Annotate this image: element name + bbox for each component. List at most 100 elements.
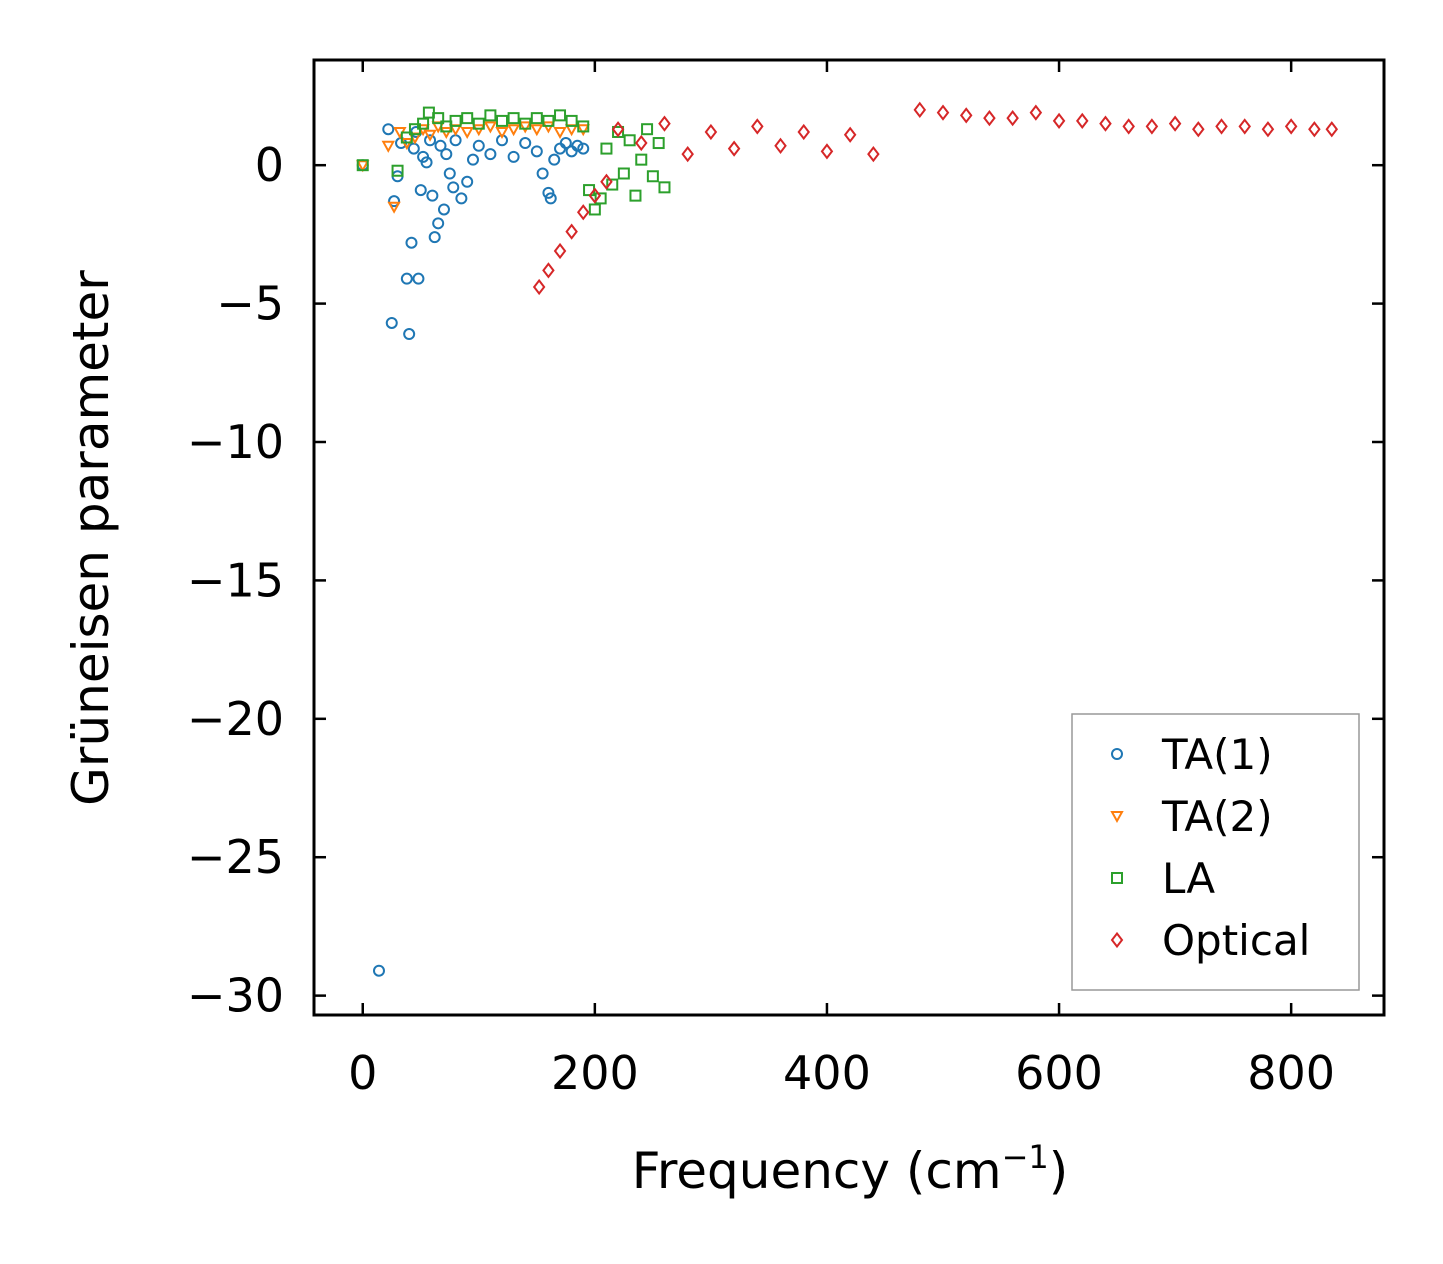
data-point bbox=[519, 137, 532, 150]
data-point bbox=[405, 236, 418, 249]
data-point bbox=[820, 143, 834, 160]
data-point bbox=[495, 126, 509, 140]
data-point bbox=[532, 278, 546, 296]
legend-label: TA(2) bbox=[1161, 792, 1273, 841]
data-point bbox=[356, 159, 369, 172]
data-point bbox=[641, 123, 654, 136]
data-point bbox=[1122, 118, 1135, 135]
x-tick-label: 400 bbox=[783, 1046, 871, 1100]
data-point bbox=[600, 142, 613, 155]
legend-label: LA bbox=[1162, 854, 1215, 903]
data-point bbox=[542, 114, 555, 127]
data-point bbox=[461, 112, 474, 125]
data-point bbox=[391, 164, 404, 177]
x-axis-label: Frequency (cm−1) bbox=[632, 1138, 1069, 1200]
data-point bbox=[623, 134, 636, 147]
data-point bbox=[541, 121, 556, 134]
data-point bbox=[576, 124, 590, 137]
data-point bbox=[420, 156, 433, 169]
data-point bbox=[1308, 121, 1321, 138]
data-point bbox=[434, 139, 447, 152]
data-point bbox=[1006, 109, 1019, 127]
data-marks bbox=[356, 101, 1339, 977]
data-point bbox=[414, 184, 427, 197]
data-point bbox=[652, 137, 665, 150]
data-point bbox=[428, 231, 441, 244]
data-point bbox=[565, 114, 578, 127]
y-tick-label: −5 bbox=[216, 277, 284, 331]
data-point bbox=[577, 142, 590, 155]
axis-ticks: 0 200 400 600 800 0 −5 −10 −15 −20 −25 −30 bbox=[187, 60, 1384, 1100]
data-point bbox=[913, 101, 927, 118]
data-point bbox=[774, 137, 787, 154]
data-point bbox=[959, 107, 973, 124]
x-tick-label: 0 bbox=[348, 1046, 377, 1100]
data-point bbox=[565, 223, 578, 240]
data-point bbox=[704, 123, 718, 141]
data-point bbox=[658, 115, 671, 132]
data-point bbox=[449, 114, 462, 127]
data-point bbox=[423, 129, 437, 142]
data-point bbox=[466, 153, 479, 166]
y-tick-label: 0 bbox=[255, 138, 284, 192]
data-point bbox=[588, 203, 601, 216]
data-point bbox=[751, 118, 764, 135]
series-optical bbox=[532, 101, 1339, 296]
data-point bbox=[403, 328, 416, 341]
data-point bbox=[426, 189, 439, 202]
data-point bbox=[1238, 118, 1251, 135]
data-point bbox=[588, 187, 602, 204]
data-point bbox=[400, 131, 413, 144]
data-point bbox=[400, 138, 414, 151]
data-point bbox=[483, 121, 498, 134]
data-point bbox=[447, 181, 460, 194]
data-point bbox=[867, 145, 880, 163]
series-ta-2- bbox=[356, 121, 590, 214]
legend-marker bbox=[1111, 748, 1123, 760]
data-point bbox=[1215, 118, 1228, 135]
data-point bbox=[983, 109, 996, 127]
data-point bbox=[530, 124, 544, 137]
data-point bbox=[518, 121, 532, 134]
data-point bbox=[507, 150, 520, 163]
data-point bbox=[611, 121, 625, 138]
y-tick-label: −10 bbox=[187, 415, 284, 469]
series-ta-1- bbox=[356, 123, 590, 977]
data-point bbox=[461, 175, 474, 188]
data-point bbox=[519, 117, 532, 130]
data-point bbox=[381, 140, 395, 153]
data-point bbox=[797, 123, 811, 141]
data-point bbox=[530, 112, 543, 125]
data-point bbox=[1168, 115, 1182, 132]
data-point bbox=[439, 126, 453, 140]
data-point bbox=[548, 153, 561, 166]
data-point bbox=[559, 137, 572, 150]
legend: TA(1) TA(2) LA Optical bbox=[1071, 713, 1360, 991]
data-point bbox=[681, 145, 694, 163]
data-point bbox=[553, 242, 567, 260]
y-tick-label: −15 bbox=[187, 553, 284, 607]
data-point bbox=[496, 114, 509, 127]
data-point bbox=[506, 124, 521, 137]
data-point bbox=[507, 112, 520, 125]
legend-marker bbox=[1110, 811, 1124, 824]
x-tick-label: 600 bbox=[1015, 1046, 1103, 1100]
data-point bbox=[455, 192, 468, 205]
data-point bbox=[400, 272, 413, 285]
y-tick-label: −25 bbox=[187, 830, 284, 884]
data-point bbox=[843, 126, 857, 143]
data-point bbox=[437, 203, 450, 216]
data-point bbox=[600, 173, 613, 190]
data-point bbox=[372, 964, 385, 977]
data-point bbox=[443, 167, 456, 180]
data-point bbox=[385, 316, 398, 329]
data-point bbox=[635, 134, 648, 152]
data-point bbox=[387, 201, 401, 214]
data-point bbox=[553, 126, 567, 140]
data-point bbox=[554, 109, 567, 122]
legend-label: TA(1) bbox=[1161, 730, 1273, 779]
data-point bbox=[606, 178, 619, 191]
data-point bbox=[577, 120, 590, 133]
